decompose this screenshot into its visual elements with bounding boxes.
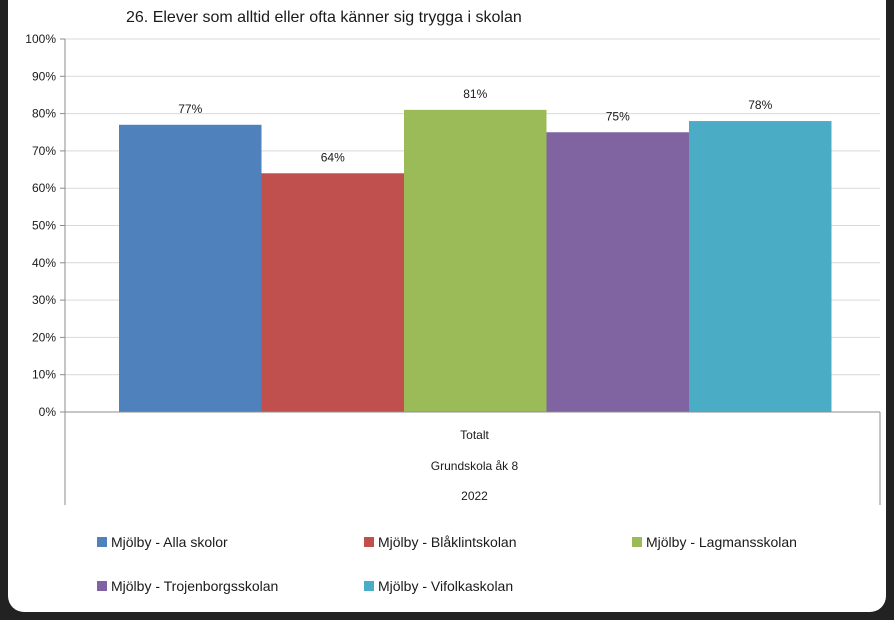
y-tick-label: 10%	[32, 368, 56, 382]
data-label: 75%	[606, 109, 630, 123]
legend-swatch	[364, 537, 374, 547]
y-tick-label: 40%	[32, 256, 56, 270]
legend-swatch	[632, 537, 642, 547]
bar	[546, 132, 689, 412]
legend-swatch	[97, 537, 107, 547]
chart-card: 26. Elever som alltid eller ofta känner …	[8, 0, 886, 612]
y-tick-label: 60%	[32, 181, 56, 195]
legend-label: Mjölby - Lagmansskolan	[646, 534, 797, 550]
legend-label: Mjölby - Blåklintskolan	[378, 534, 517, 550]
legend: Mjölby - Alla skolor Mjölby - Blåklintsko…	[97, 534, 797, 594]
y-tick-label: 100%	[25, 32, 56, 46]
axis-layer: 0% 10% 20% 30% 40% 50% 60% 70% 80% 90% 100% Totalt G…	[25, 32, 881, 505]
chart-title: 26. Elever som alltid eller ofta känner …	[126, 9, 522, 26]
y-tick-label: 50%	[32, 219, 56, 233]
bar	[404, 109, 547, 413]
y-tick-label: 20%	[32, 330, 56, 344]
legend-label: Mjölby - Alla skolor	[111, 534, 228, 550]
bar	[689, 121, 832, 412]
y-tick-label: 0%	[39, 405, 57, 419]
data-label: 77%	[178, 102, 202, 116]
y-tick-label: 70%	[32, 144, 56, 158]
legend-label: Mjölby - Vifolkaskolan	[378, 578, 513, 594]
x-category-label: Grundskola åk 8	[431, 459, 519, 473]
bar	[261, 173, 404, 412]
y-tick-label: 30%	[32, 293, 56, 307]
bars-layer: 77% 64% 81% 75% 78%	[119, 87, 832, 413]
data-label: 81%	[463, 87, 487, 101]
legend-label: Mjölby - Trojenborgsskolan	[111, 578, 278, 594]
y-tick-label: 90%	[32, 69, 56, 83]
data-label: 64%	[321, 150, 345, 164]
x-category-label: 2022	[461, 489, 488, 503]
chart-svg: 26. Elever som alltid eller ofta känner …	[25, 9, 881, 594]
legend-swatch	[97, 581, 107, 591]
data-label: 78%	[748, 98, 772, 112]
legend-swatch	[364, 581, 374, 591]
bar	[119, 124, 262, 412]
y-tick-label: 80%	[32, 107, 56, 121]
x-category-label: Totalt	[460, 428, 489, 442]
